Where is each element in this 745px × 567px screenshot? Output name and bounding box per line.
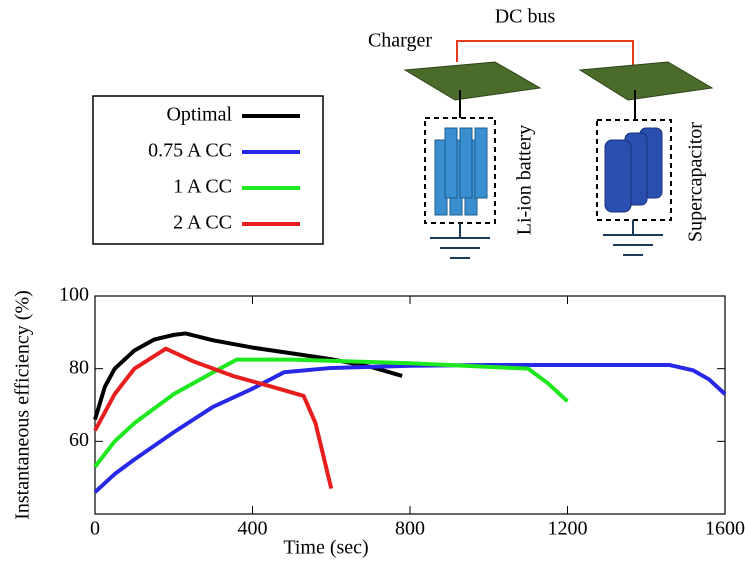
legend-box — [92, 95, 324, 245]
charger-board — [403, 61, 542, 101]
y-axis-label: Instantaneous efficiency (%) — [12, 290, 34, 520]
plot-frame — [94, 295, 726, 515]
series-line — [93, 363, 727, 494]
charger-board — [578, 61, 714, 101]
bus-label: DC bus — [495, 6, 556, 28]
x-tick-label: 1200 — [548, 518, 588, 540]
y-tick-label: 100 — [59, 284, 89, 306]
charger-label: Charger — [368, 30, 432, 52]
legend-label: 0.75 A CC — [148, 140, 232, 162]
series-line — [93, 357, 569, 468]
x-tick-label: 1600 — [705, 518, 745, 540]
bus-line — [456, 40, 634, 70]
x-axis-label: Time (sec) — [283, 537, 368, 559]
series-line — [93, 331, 403, 421]
y-tick-label: 60 — [69, 429, 89, 451]
legend-label: Optimal — [166, 104, 232, 126]
legend-label: 1 A CC — [173, 176, 232, 198]
ground — [430, 220, 663, 259]
x-tick-label: 800 — [395, 518, 425, 540]
x-tick-label: 0 — [90, 518, 100, 540]
series-line — [93, 346, 334, 490]
legend-label: 2 A CC — [173, 212, 232, 234]
x-tick-label: 400 — [238, 518, 268, 540]
diagram: DC bus Charger Li-ion battery Supercapac… — [368, 6, 714, 259]
supercap-cells — [604, 127, 663, 213]
supercap-label: Supercapacitor — [685, 122, 707, 242]
y-tick-label: 80 — [69, 356, 89, 378]
battery-label: Li-ion battery — [514, 125, 536, 236]
battery-cells — [434, 127, 488, 216]
